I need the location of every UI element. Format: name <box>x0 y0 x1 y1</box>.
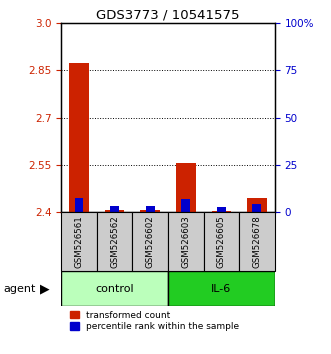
Text: IL-6: IL-6 <box>211 284 231 293</box>
Text: control: control <box>95 284 134 293</box>
Bar <box>105 210 124 212</box>
Text: GSM526605: GSM526605 <box>217 215 226 268</box>
Bar <box>181 199 190 212</box>
Text: agent: agent <box>3 284 36 293</box>
Bar <box>69 63 89 212</box>
Bar <box>212 211 231 212</box>
Bar <box>176 164 196 212</box>
Bar <box>204 212 239 271</box>
Text: GSM526678: GSM526678 <box>253 215 261 268</box>
Bar <box>97 212 132 271</box>
Bar <box>61 212 97 271</box>
Text: ▶: ▶ <box>40 282 50 295</box>
Bar <box>239 212 275 271</box>
Text: GSM526562: GSM526562 <box>110 215 119 268</box>
Bar <box>247 198 267 212</box>
Bar <box>110 206 119 212</box>
Text: GSM526602: GSM526602 <box>146 215 155 268</box>
Bar <box>132 212 168 271</box>
Bar <box>146 206 155 212</box>
Bar <box>217 207 226 212</box>
Text: GSM526603: GSM526603 <box>181 215 190 268</box>
Bar <box>253 204 261 212</box>
Bar <box>61 271 168 306</box>
Bar <box>74 198 83 212</box>
Bar <box>140 210 160 212</box>
Bar <box>168 271 275 306</box>
Legend: transformed count, percentile rank within the sample: transformed count, percentile rank withi… <box>71 311 239 331</box>
Bar <box>168 212 204 271</box>
Text: GDS3773 / 10541575: GDS3773 / 10541575 <box>96 9 240 22</box>
Text: GSM526561: GSM526561 <box>74 215 83 268</box>
